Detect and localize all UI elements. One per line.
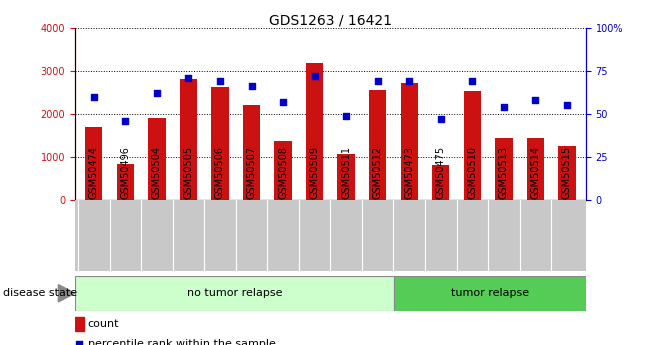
Text: GDS1263 / 16421: GDS1263 / 16421 <box>269 14 392 28</box>
Text: tumor relapse: tumor relapse <box>451 288 529 298</box>
Point <box>152 90 162 96</box>
Point <box>89 94 99 99</box>
Point <box>404 78 415 84</box>
Bar <box>369 90 387 200</box>
Point <box>372 78 383 84</box>
Bar <box>306 63 324 200</box>
Bar <box>559 146 575 200</box>
Point <box>278 99 288 105</box>
Point <box>499 104 509 110</box>
Point <box>120 118 131 124</box>
Bar <box>274 141 292 200</box>
Point <box>467 78 478 84</box>
Point <box>530 97 540 103</box>
Bar <box>432 165 449 200</box>
Bar <box>75 317 84 331</box>
Point <box>436 116 446 122</box>
Bar <box>180 79 197 200</box>
Point <box>246 83 256 89</box>
Bar <box>148 118 165 200</box>
Bar <box>527 138 544 200</box>
Point <box>215 78 225 84</box>
Text: percentile rank within the sample: percentile rank within the sample <box>88 339 275 345</box>
Bar <box>395 276 586 310</box>
Point <box>183 75 193 80</box>
Bar <box>400 83 418 200</box>
Bar <box>75 276 395 310</box>
Point <box>341 113 352 118</box>
Point <box>74 342 85 345</box>
Bar <box>117 164 134 200</box>
Bar <box>243 105 260 200</box>
Bar <box>85 127 102 200</box>
Polygon shape <box>59 285 75 302</box>
Bar <box>495 138 512 200</box>
Point <box>309 73 320 79</box>
Bar <box>464 91 481 200</box>
Text: no tumor relapse: no tumor relapse <box>187 288 283 298</box>
Bar <box>212 87 229 200</box>
Point <box>562 102 572 108</box>
Bar <box>337 155 355 200</box>
Text: count: count <box>88 319 119 329</box>
Text: disease state: disease state <box>3 288 77 298</box>
